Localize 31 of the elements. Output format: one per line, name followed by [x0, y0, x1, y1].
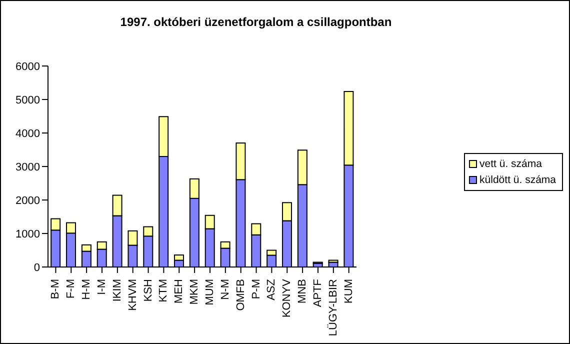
x-tick-label: MNB: [296, 279, 309, 304]
x-tick-label: MKM: [188, 279, 201, 305]
x-tick-label: LÜGY-LBIR: [326, 278, 340, 336]
x-tick-label: P-M: [250, 279, 262, 300]
y-tick-label: 3000: [16, 161, 40, 174]
y-tick-label: 1000: [16, 228, 40, 240]
y-tick-label: 5000: [16, 94, 40, 106]
legend-label: vett ü. száma: [478, 157, 543, 172]
x-tick-label: APTF: [312, 278, 324, 308]
x-tick-label: H-M: [80, 279, 93, 300]
x-tick-label: MUM: [204, 279, 216, 306]
x-tick-label: MEH: [173, 278, 186, 304]
legend-label: küldött ü. száma: [478, 173, 556, 188]
x-tick-label: N-M: [219, 279, 232, 300]
x-tick-label: KUM: [342, 279, 355, 304]
y-tick-label: 0: [34, 262, 40, 274]
x-tick-label: F-M: [65, 279, 78, 299]
x-tick-label: IKIM: [111, 279, 124, 302]
x-tick-label: B-M: [50, 279, 62, 300]
y-tick-label: 4000: [16, 128, 40, 140]
x-tick-label: OMFB: [234, 279, 247, 311]
chart-title: 1997. októberi üzenetforgalom a csillagpontban: [119, 15, 393, 29]
x-tick-label: KTM: [158, 279, 170, 302]
bar: [328, 260, 338, 263]
y-tick-label: 2000: [16, 194, 40, 207]
x-tick-label: KONYV: [281, 278, 294, 318]
y-tick-label: 6000: [16, 60, 40, 73]
x-tick-label: KSH: [142, 278, 154, 302]
x-tick-label: KHVM: [126, 279, 139, 311]
x-tick-label: I-M: [96, 279, 108, 295]
x-tick-label: ASZ: [266, 278, 278, 300]
